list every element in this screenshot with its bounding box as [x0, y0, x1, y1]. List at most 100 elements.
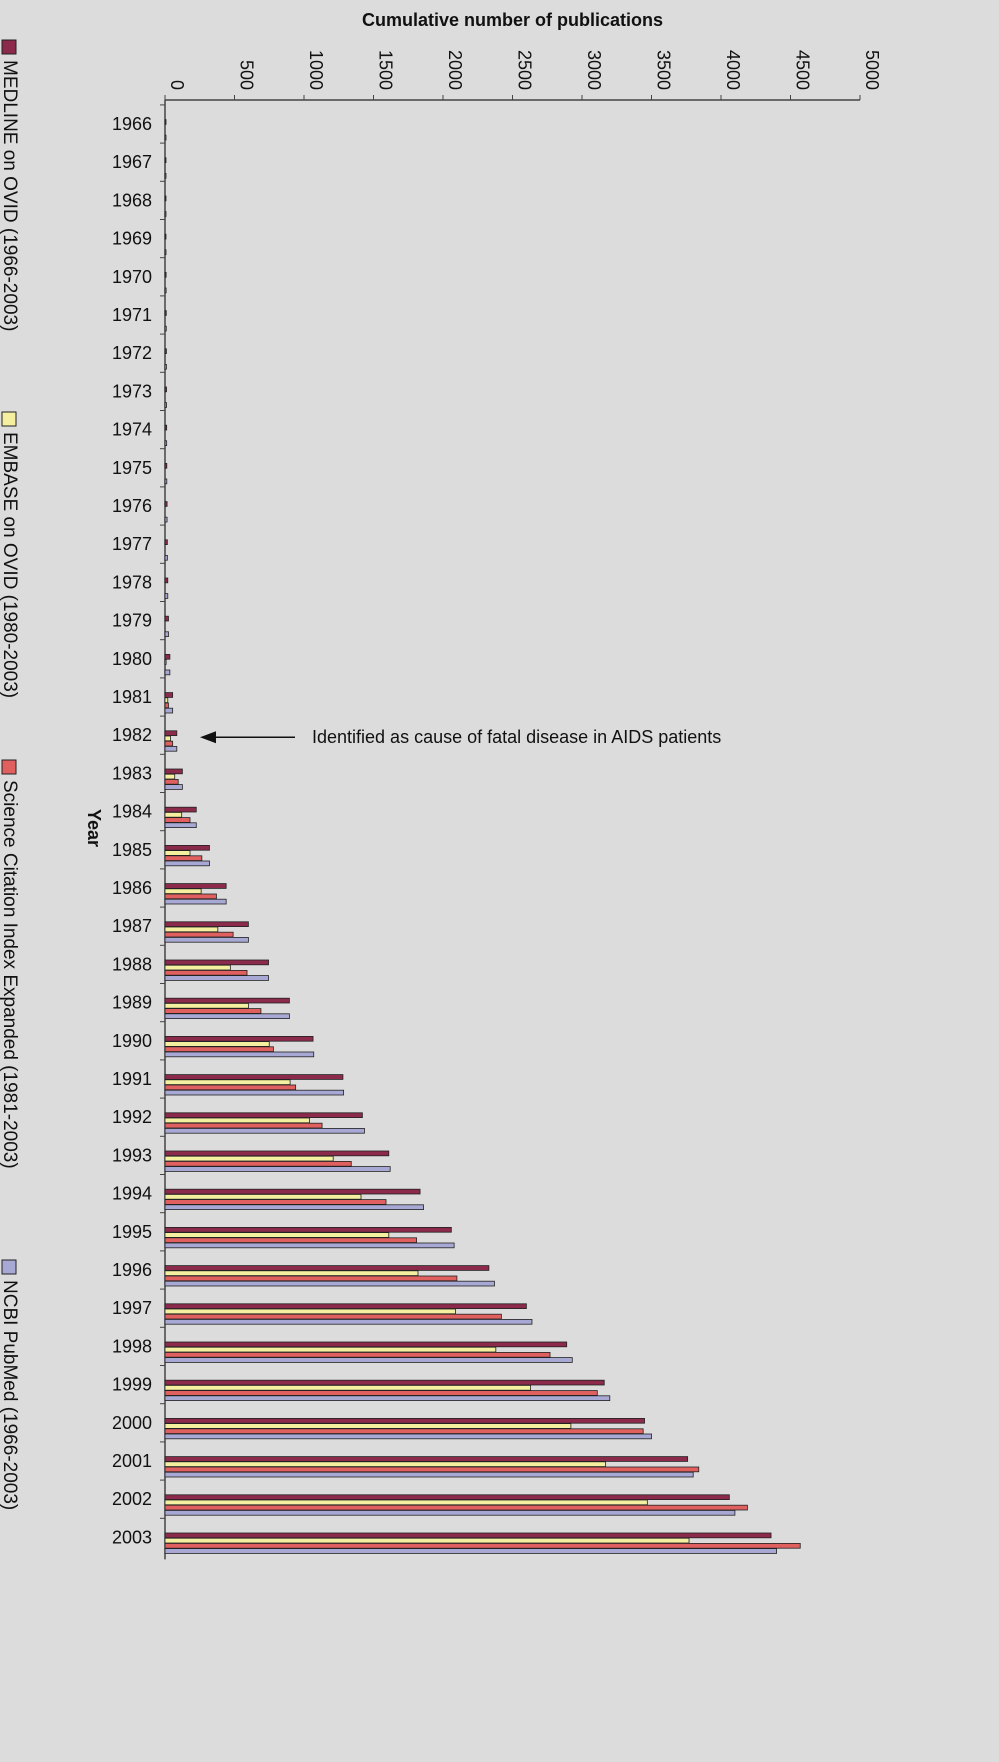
- bar: [164, 287, 167, 294]
- bars: [164, 119, 801, 1554]
- legend-swatch: [1, 1259, 17, 1275]
- year-label: 1974: [112, 420, 152, 440]
- x-tick-label: 500: [237, 60, 257, 90]
- bar: [164, 1227, 452, 1233]
- bar: [164, 1395, 611, 1402]
- bar: [164, 921, 249, 927]
- bar: [164, 1166, 391, 1172]
- legend-item-label: MEDLINE on OVID (1966-2003): [0, 60, 20, 331]
- plot-area: [164, 99, 860, 1560]
- bar: [164, 631, 169, 637]
- bar: [164, 702, 169, 709]
- bar: [164, 1456, 689, 1462]
- year-label: 1978: [112, 572, 152, 592]
- bar: [164, 1150, 390, 1157]
- bar: [164, 539, 168, 545]
- bar: [164, 1074, 344, 1080]
- bar: [164, 730, 178, 736]
- bar: [164, 271, 167, 278]
- legend-item-label: EMBASE on OVID (1980-2003): [0, 432, 20, 698]
- bar: [164, 1242, 455, 1249]
- bar: [164, 806, 197, 813]
- bar: [164, 1341, 568, 1348]
- x-tick-label: 4500: [793, 50, 813, 90]
- bar: [164, 424, 168, 431]
- bar: [164, 735, 171, 742]
- bar: [164, 1046, 274, 1053]
- bar: [164, 1194, 362, 1200]
- bar: [164, 768, 183, 775]
- bar: [164, 654, 171, 660]
- bar: [164, 1161, 352, 1167]
- legend-item-label: Science Citation Index Expanded (1981-20…: [0, 780, 20, 1169]
- bar: [164, 1265, 490, 1271]
- year-label: 1995: [112, 1222, 152, 1242]
- year-label: 1981: [112, 687, 152, 707]
- annotations: Identified as cause of fatal disease in …: [200, 727, 721, 747]
- bar: [164, 1433, 652, 1440]
- bar: [164, 845, 210, 851]
- bar: [164, 1423, 572, 1429]
- annotation-arrow-head: [200, 731, 216, 744]
- bar: [164, 964, 231, 971]
- bar: [164, 850, 191, 856]
- year-label: 1990: [112, 1031, 152, 1051]
- bar: [164, 195, 167, 202]
- bar: [164, 1418, 645, 1424]
- bar: [164, 1237, 417, 1244]
- year-label: 1999: [112, 1375, 152, 1395]
- bar: [164, 975, 269, 981]
- bar: [164, 1499, 648, 1506]
- bar: [164, 501, 168, 507]
- bar: [164, 1003, 249, 1009]
- bar: [164, 1051, 315, 1058]
- year-label: 1984: [112, 802, 152, 822]
- x-tick-label: 3000: [584, 50, 604, 90]
- bar: [164, 348, 167, 354]
- legend-group: MEDLINE on OVID (1966-2003) EMBASE on OVI…: [0, 39, 20, 1510]
- bar: [164, 1112, 363, 1119]
- year-label: 1975: [112, 458, 152, 478]
- bar: [164, 659, 167, 665]
- bar: [164, 898, 227, 905]
- bar: [164, 1504, 748, 1511]
- bar: [164, 707, 174, 714]
- bar: [164, 1532, 772, 1539]
- year-label: 1967: [112, 152, 152, 172]
- bar: [164, 555, 168, 561]
- bar: [164, 888, 202, 894]
- bar: [164, 310, 167, 316]
- year-label: 1989: [112, 993, 152, 1013]
- bar: [164, 1089, 345, 1096]
- bar: [164, 577, 169, 584]
- bar: [164, 1313, 502, 1320]
- bar: [164, 1008, 262, 1014]
- x-axis-title: Cumulative number of publications: [362, 10, 663, 30]
- bar: [164, 1036, 314, 1042]
- bar: [164, 1155, 334, 1162]
- bar: [164, 325, 167, 332]
- year-label: 2002: [112, 1489, 152, 1509]
- bar: [164, 1494, 730, 1501]
- x-axis: 0 500 1000 1500 2000 2500 3000 3500 4000 4500 5000: [164, 50, 882, 100]
- bar: [164, 1122, 323, 1129]
- legend-item-label: NCBI PubMed (1966-2003): [0, 1280, 20, 1510]
- year-label: 1982: [112, 725, 152, 745]
- bar: [164, 997, 290, 1004]
- y-axis: 1966 1967 1968 1969 1970 1971 1972 1973 1974 1975…: [112, 104, 165, 1547]
- bar: [164, 1471, 694, 1478]
- bar: [164, 1280, 495, 1287]
- bar: [164, 249, 167, 256]
- x-tick-label: 3500: [654, 50, 674, 90]
- legend-swatch: [1, 759, 17, 775]
- x-tick-label: 5000: [862, 50, 882, 90]
- bar: [164, 440, 168, 446]
- bar: [164, 1319, 533, 1325]
- bar: [164, 860, 210, 867]
- bar: [164, 669, 171, 676]
- bar: [164, 134, 167, 141]
- bar: [164, 697, 169, 703]
- year-label: 1996: [112, 1260, 152, 1280]
- year-label: 1970: [112, 267, 152, 287]
